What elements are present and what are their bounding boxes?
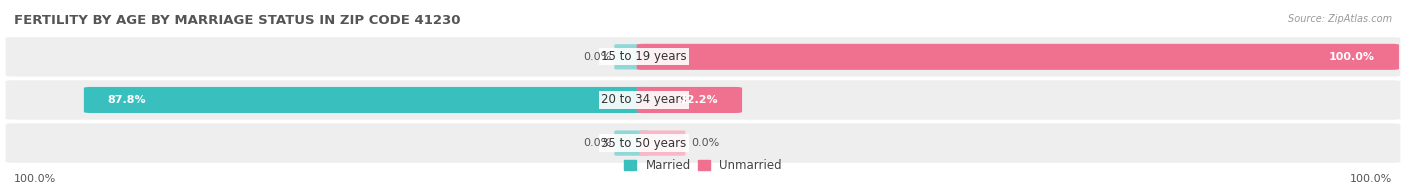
Text: Source: ZipAtlas.com: Source: ZipAtlas.com [1288,14,1392,24]
Text: 0.0%: 0.0% [690,138,720,148]
FancyBboxPatch shape [637,44,1399,70]
Text: 100.0%: 100.0% [1329,52,1375,62]
FancyBboxPatch shape [640,131,685,156]
Text: 87.8%: 87.8% [108,95,146,105]
Text: 0.0%: 0.0% [583,138,612,148]
Text: 20 to 34 years: 20 to 34 years [600,93,686,106]
FancyBboxPatch shape [6,123,1400,163]
Text: 100.0%: 100.0% [1350,174,1392,184]
Legend: Married, Unmarried: Married, Unmarried [624,160,782,172]
Text: 0.0%: 0.0% [583,52,612,62]
Text: FERTILITY BY AGE BY MARRIAGE STATUS IN ZIP CODE 41230: FERTILITY BY AGE BY MARRIAGE STATUS IN Z… [14,14,461,27]
FancyBboxPatch shape [6,80,1400,120]
Text: 35 to 50 years: 35 to 50 years [602,137,686,150]
Text: 15 to 19 years: 15 to 19 years [600,50,686,63]
FancyBboxPatch shape [84,87,651,113]
FancyBboxPatch shape [614,44,648,69]
FancyBboxPatch shape [614,131,648,156]
FancyBboxPatch shape [637,87,742,113]
FancyBboxPatch shape [6,37,1400,77]
Text: 12.2%: 12.2% [679,95,718,105]
Text: 100.0%: 100.0% [14,174,56,184]
